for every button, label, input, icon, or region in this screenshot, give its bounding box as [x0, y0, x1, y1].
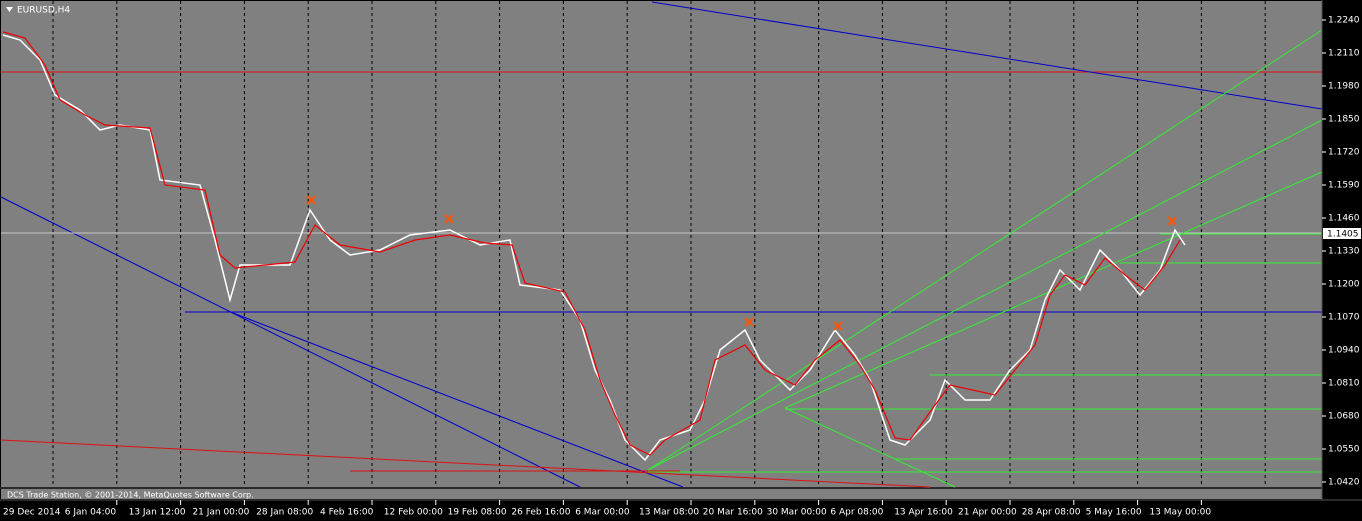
- time-label: 6 Apr 08:00: [830, 508, 883, 518]
- time-label: 21 Jan 00:00: [192, 508, 249, 518]
- objects: [0, 1, 1323, 488]
- price-label: 1.1850: [1328, 115, 1360, 125]
- time-label: 21 Apr 00:00: [958, 508, 1017, 518]
- price-label: 1.1200: [1328, 280, 1360, 290]
- price-label: 1.1330: [1328, 247, 1360, 257]
- time-label: 29 Dec 2014: [3, 508, 61, 518]
- fractal-marker: [744, 317, 754, 327]
- price-label: 1.2110: [1328, 49, 1360, 59]
- price-label: 1.0940: [1328, 346, 1360, 356]
- trendline: [647, 119, 1323, 471]
- fractal-marker: [444, 214, 454, 224]
- price-label: 1.1590: [1328, 181, 1360, 191]
- time-label: 13 Apr 16:00: [894, 508, 953, 518]
- trendline: [0, 196, 581, 488]
- price-label: 1.0810: [1328, 379, 1360, 389]
- price-label: 1.0680: [1328, 412, 1360, 422]
- time-label: 28 Apr 08:00: [1022, 508, 1081, 518]
- price-label: 1.1070: [1328, 313, 1360, 323]
- fractal-marker: [1167, 216, 1177, 226]
- price-label: 1.1980: [1328, 82, 1360, 92]
- price-bars: [2, 34, 1186, 462]
- price-label: 1.0420: [1328, 478, 1360, 488]
- chart-area: [1, 1, 1322, 487]
- copyright: DCS Trade Station, © 2001-2014, MetaQuot…: [7, 491, 254, 500]
- time-label: 26 Feb 16:00: [511, 508, 570, 518]
- moving-average: [2, 31, 1181, 456]
- time-label: 13 Mar 08:00: [639, 508, 699, 518]
- trendline: [227, 310, 684, 488]
- time-label: 5 May 16:00: [1086, 508, 1142, 518]
- time-label: 4 Feb 16:00: [320, 508, 374, 518]
- time-label: 13 May 00:00: [1149, 508, 1211, 518]
- indicator-window: [1, 489, 1322, 499]
- time-label: 12 Feb 00:00: [384, 508, 443, 518]
- price-label: 1.2240: [1328, 16, 1360, 26]
- price-label: 1.1720: [1328, 148, 1360, 158]
- menu-arrow[interactable]: [6, 7, 13, 12]
- fractal-marker: [306, 195, 316, 205]
- fractal-marker: [833, 321, 843, 331]
- time-label: 6 Mar 00:00: [575, 508, 630, 518]
- time-label: 20 Mar 16:00: [703, 508, 763, 518]
- trendline: [784, 407, 956, 488]
- current-price-box: [1323, 228, 1361, 239]
- time-label: 13 Jan 12:00: [129, 508, 186, 518]
- trendline: [0, 439, 931, 488]
- trendline: [651, 1, 1323, 110]
- trendline: [647, 29, 1323, 471]
- price-label: 1.0550: [1328, 445, 1360, 455]
- price-label: 1.1460: [1328, 214, 1360, 224]
- time-label: 19 Feb 08:00: [448, 508, 507, 518]
- symbol-title: EURUSD,H4: [17, 6, 70, 16]
- time-label: 6 Jan 04:00: [65, 508, 117, 518]
- time-label: 28 Jan 08:00: [256, 508, 313, 518]
- current-price: 1.1405: [1327, 230, 1359, 240]
- time-label: 30 Mar 00:00: [767, 508, 827, 518]
